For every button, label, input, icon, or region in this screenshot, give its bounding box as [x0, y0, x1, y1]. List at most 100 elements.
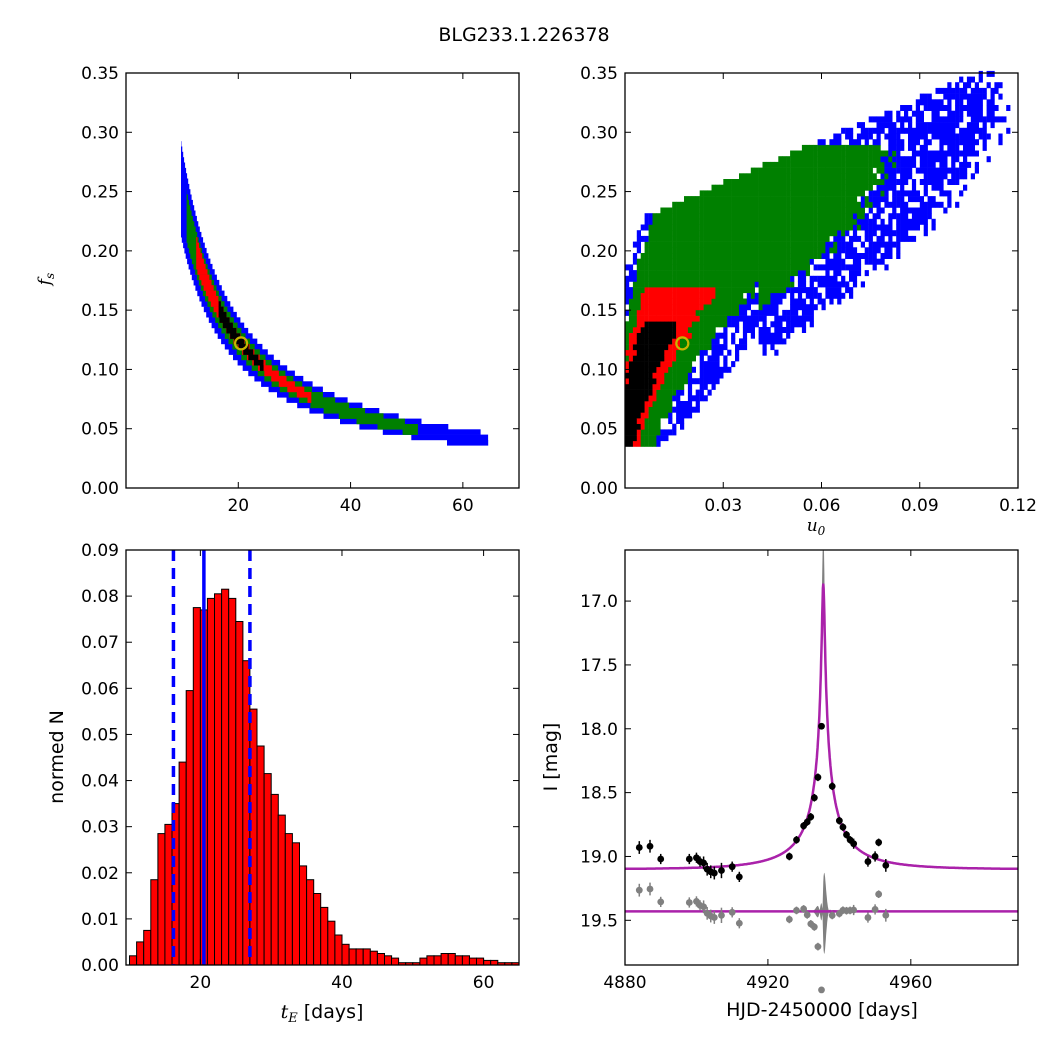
posterior-cell-green — [723, 292, 728, 299]
posterior-cell-blue — [986, 156, 991, 163]
posterior-cell-green — [750, 196, 755, 203]
posterior-cell-green — [703, 230, 708, 237]
posterior-cell-red — [691, 309, 696, 316]
histogram-bar — [376, 953, 385, 966]
posterior-cell-blue — [797, 321, 803, 328]
posterior-cell-green — [786, 179, 791, 185]
posterior-cell-green — [790, 247, 795, 254]
posterior-cell-blue — [955, 99, 960, 106]
posterior-cell-green — [636, 270, 641, 277]
posterior-cell-green — [739, 258, 744, 265]
posterior-cell-green — [778, 201, 783, 208]
posterior-cell-green — [778, 167, 783, 174]
posterior-cell-green — [672, 235, 677, 242]
posterior-cell-green — [797, 235, 803, 242]
posterior-cell-blue — [880, 196, 885, 203]
posterior-cell-black — [636, 412, 641, 419]
posterior-cell-blue — [864, 258, 869, 265]
posterior-cell-green — [707, 207, 712, 214]
posterior-cell-green — [774, 207, 779, 214]
tl-xtick-label: 20 — [227, 496, 249, 516]
posterior-cell-red — [656, 304, 661, 311]
posterior-cell-green — [684, 355, 689, 362]
posterior-cell-green — [801, 190, 807, 197]
posterior-cell-green — [742, 258, 748, 265]
posterior-cell-green — [680, 275, 685, 282]
posterior-cell-blue — [849, 133, 854, 140]
posterior-cell-blue — [959, 93, 964, 100]
posterior-cell-green — [821, 156, 826, 163]
posterior-cell-red — [703, 292, 708, 299]
posterior-cell-red — [687, 321, 693, 328]
posterior-cell-green — [723, 207, 728, 214]
posterior-cell-green — [711, 241, 716, 248]
posterior-cell-green — [668, 281, 673, 288]
posterior-cell-black — [664, 344, 669, 351]
posterior-cell-blue — [770, 309, 775, 316]
posterior-cell-blue — [966, 82, 972, 89]
posterior-cell-blue — [994, 105, 999, 111]
posterior-cell-blue — [911, 235, 917, 242]
posterior-cell-green — [691, 332, 696, 339]
posterior-cell-blue — [892, 139, 897, 146]
posterior-cell-green — [754, 179, 759, 185]
posterior-cell-black — [640, 401, 645, 407]
posterior-cell-blue — [774, 321, 779, 328]
histogram-bar — [299, 865, 308, 966]
posterior-cell-red — [680, 298, 685, 305]
posterior-cell-blue — [884, 110, 889, 117]
posterior-cell-red — [672, 309, 677, 316]
posterior-cell-black — [632, 355, 638, 362]
posterior-cell-red — [664, 304, 669, 311]
posterior-cell-green — [699, 264, 704, 271]
posterior-cell-green — [715, 224, 720, 231]
posterior-cell-black — [644, 327, 649, 333]
posterior-cell-blue — [904, 179, 909, 185]
residual-point — [735, 919, 743, 927]
posterior-cell-blue — [852, 247, 858, 254]
posterior-cell-green — [648, 406, 653, 413]
posterior-cell-blue — [778, 298, 783, 305]
posterior-cell-blue — [966, 144, 972, 151]
posterior-cell-blue — [837, 230, 842, 237]
posterior-cell-green — [735, 253, 740, 259]
bl-xtick-label: 20 — [190, 973, 212, 993]
posterior-cell-green — [664, 241, 669, 248]
posterior-cell-blue — [872, 127, 877, 134]
posterior-cell-green — [809, 190, 814, 197]
posterior-cell-green — [833, 184, 838, 191]
posterior-cell-green — [774, 213, 779, 220]
posterior-cell-green — [723, 270, 728, 277]
posterior-cell-blue — [860, 253, 865, 259]
posterior-cell-green — [797, 156, 803, 163]
posterior-cell-blue — [970, 127, 975, 134]
posterior-cell-green — [860, 179, 865, 185]
posterior-cell-blue — [790, 327, 795, 333]
posterior-cell-red — [636, 418, 641, 424]
posterior-cell-blue — [845, 287, 850, 294]
posterior-cell-green — [801, 253, 807, 259]
posterior-cell-blue — [935, 87, 940, 94]
posterior-cell-green — [672, 366, 677, 373]
posterior-cell-green — [833, 179, 838, 185]
posterior-cell-blue — [908, 122, 913, 129]
posterior-cell-green — [680, 247, 685, 254]
tr-ytick-label: 0.05 — [580, 420, 618, 440]
posterior-cell-blue — [805, 287, 810, 294]
posterior-cell-blue — [632, 258, 638, 265]
posterior-cell-blue — [872, 139, 877, 146]
posterior-cell-blue — [817, 275, 822, 282]
posterior-cell-green — [727, 281, 732, 288]
posterior-cell-blue — [825, 264, 830, 271]
posterior-cell-green — [750, 184, 755, 191]
posterior-cell-black — [668, 327, 673, 333]
posterior-cell-blue — [931, 150, 936, 157]
posterior-cell-green — [778, 213, 783, 220]
posterior-cell-blue — [711, 366, 716, 373]
posterior-cell-blue — [919, 161, 924, 168]
posterior-cell-red — [672, 344, 677, 351]
posterior-cell-blue — [801, 309, 807, 316]
posterior-cell-blue — [695, 378, 700, 385]
bl-ytick-label: 0.04 — [81, 772, 119, 792]
posterior-cell-red — [652, 395, 657, 402]
